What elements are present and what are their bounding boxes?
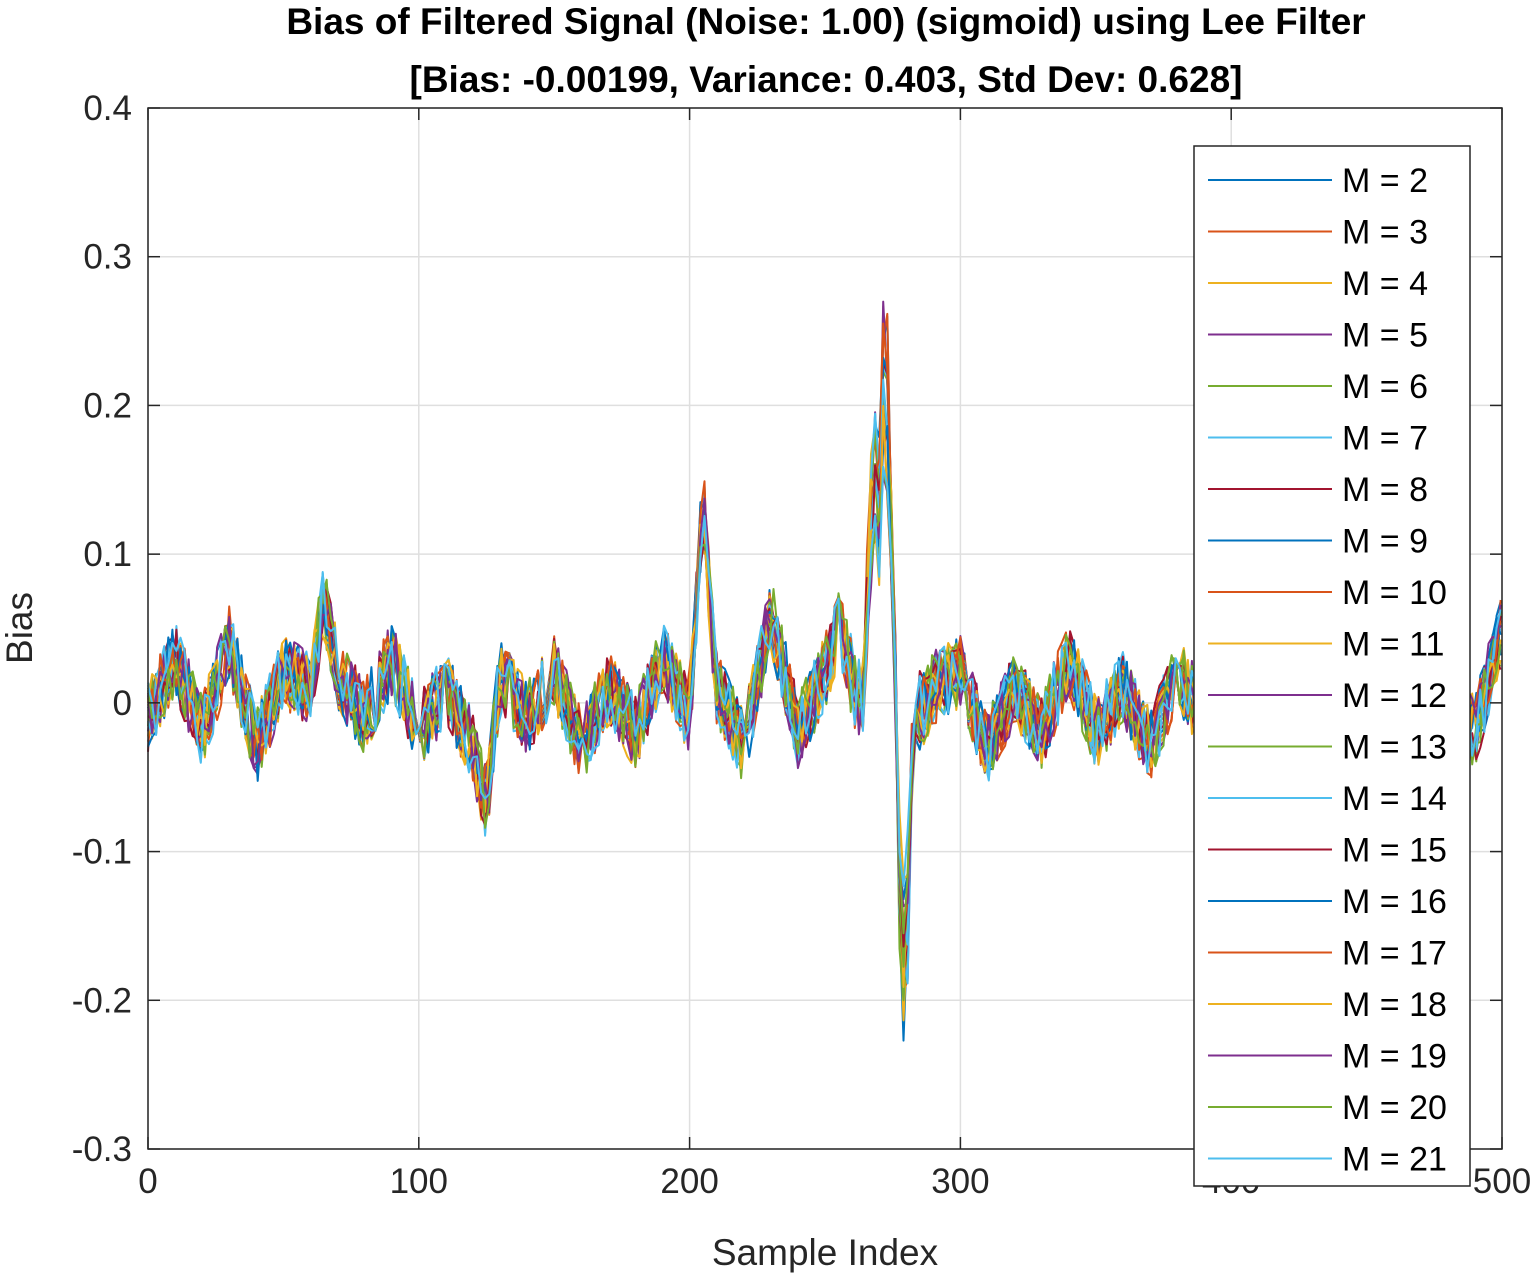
y-tick-label: -0.2 [72, 981, 132, 1020]
y-tick-label: 0.4 [83, 89, 132, 128]
legend-entry-label: M = 20 [1342, 1089, 1447, 1127]
legend-entry-label: M = 13 [1342, 729, 1447, 767]
legend-entry-label: M = 8 [1342, 471, 1428, 509]
chart-title: Bias of Filtered Signal (Noise: 1.00) (s… [286, 1, 1365, 42]
legend-entry-label: M = 17 [1342, 935, 1447, 973]
legend-entry-label: M = 11 [1342, 626, 1444, 664]
legend-entry-label: M = 7 [1342, 420, 1428, 458]
legend-entry-label: M = 6 [1342, 368, 1428, 406]
legend-entry-label: M = 3 [1342, 214, 1428, 252]
legend-entry-label: M = 9 [1342, 523, 1428, 561]
y-tick-label: 0.2 [83, 386, 132, 425]
y-tick-label: -0.3 [72, 1130, 132, 1169]
legend-entry-label: M = 15 [1342, 832, 1447, 870]
chart-subtitle: [Bias: -0.00199, Variance: 0.403, Std De… [410, 59, 1243, 100]
x-tick-label: 300 [931, 1162, 989, 1201]
x-tick-label: 200 [660, 1162, 718, 1201]
legend-entry-label: M = 10 [1342, 574, 1447, 612]
legend-entry-label: M = 14 [1342, 780, 1447, 818]
axis-ticks: 0100200300400500-0.3-0.2-0.100.10.20.30.… [72, 89, 1532, 1201]
legend-entry-label: M = 2 [1342, 162, 1428, 200]
legend-items: M = 2 M = 3 M = 4 M = 5 M = 6 M = 7 M = 8 M = 9… [1208, 162, 1447, 1179]
legend-entry-label: M = 5 [1342, 317, 1428, 355]
legend-box [1193, 145, 1471, 1187]
x-tick-label: 100 [390, 1162, 448, 1201]
x-tick-label: 500 [1473, 1162, 1531, 1201]
y-tick-label: 0 [113, 684, 132, 723]
y-tick-label: 0.3 [83, 238, 132, 277]
x-tick-label: 0 [138, 1162, 157, 1201]
x-axis-label: Sample Index [712, 1232, 939, 1273]
legend-entry-label: M = 18 [1342, 986, 1447, 1024]
y-axis-label: Bias [0, 592, 40, 664]
legend: M = 2 M = 3 M = 4 M = 5 M = 6 M = 7 M = 8 M = 9… [1193, 145, 1471, 1187]
plot-frame [147, 107, 1503, 1150]
legend-entry-label: M = 16 [1342, 883, 1447, 921]
legend-entry-label: M = 4 [1342, 265, 1428, 303]
legend-entry-label: M = 12 [1342, 677, 1447, 715]
y-tick-label: 0.1 [83, 535, 132, 574]
y-tick-label: -0.1 [72, 833, 132, 872]
legend-entry-label: M = 19 [1342, 1038, 1447, 1076]
legend-entry-label: M = 21 [1342, 1141, 1447, 1179]
